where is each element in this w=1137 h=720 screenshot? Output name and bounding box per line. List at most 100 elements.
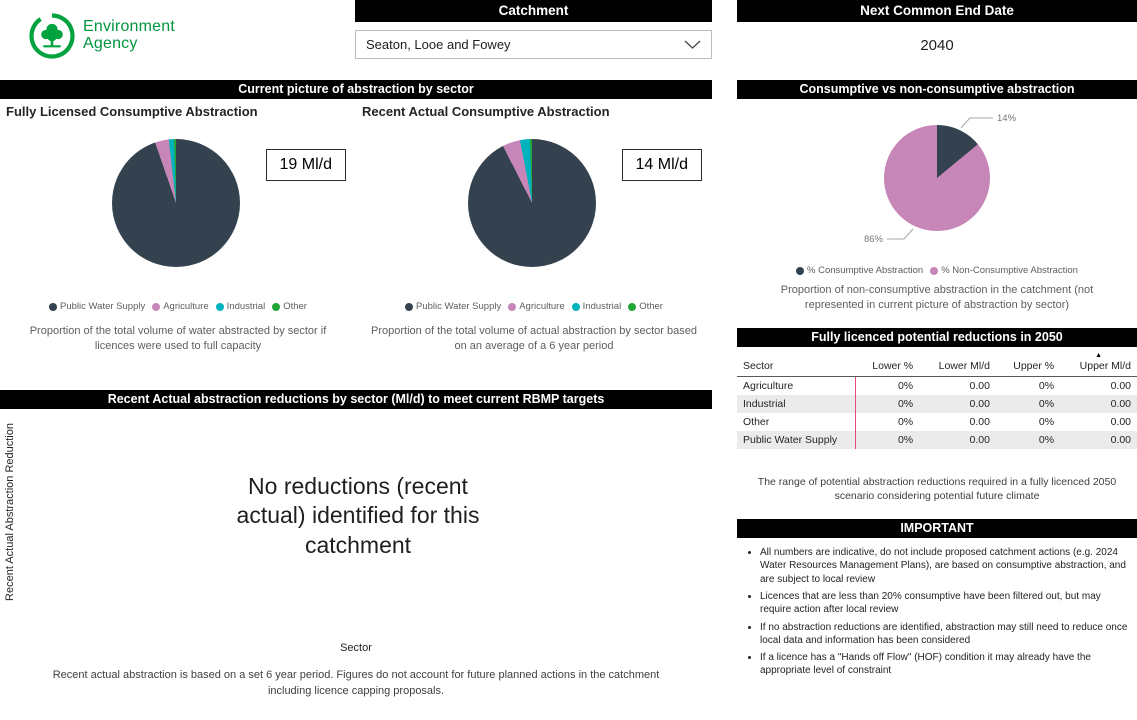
non-consumptive-pct-label: 86% (864, 234, 884, 245)
legend-label: Other (283, 301, 307, 312)
table-cell: 0.00 (969, 397, 990, 410)
table-cell: 0.00 (1110, 415, 1131, 428)
legend-item-public-water-supply[interactable]: Public Water Supply (405, 301, 501, 312)
sector-legend: Public Water Supply Agriculture Industri… (0, 301, 356, 312)
table-row-other: Other 0% 0.00 0% 0.00 (737, 412, 1137, 431)
table-cell: 0.00 (969, 415, 990, 428)
end-date-value: 2040 (920, 37, 954, 54)
legend-item-consumptive[interactable]: % Consumptive Abstraction (796, 265, 923, 276)
col-header-upper-mld[interactable]: ▲ Upper Ml/d (1060, 349, 1137, 377)
col-header-upper-pct[interactable]: Upper % (995, 349, 1061, 377)
reductions-table-caption: The range of potential abstraction reduc… (757, 475, 1117, 503)
pie-callout-labels: 14% 86% (864, 113, 1017, 245)
table-cell: 0.00 (1110, 397, 1131, 410)
col-header-lower-pct[interactable]: Lower % (855, 349, 920, 377)
legend-item-non-consumptive[interactable]: % Non-Consumptive Abstraction (930, 265, 1078, 276)
reductions-chart-section: Recent Actual abstraction reductions by … (0, 390, 712, 720)
consumptive-legend: % Consumptive Abstraction % Non-Consumpt… (737, 265, 1137, 276)
important-note: If no abstraction reductions are identif… (760, 621, 1133, 648)
table-cell: 0% (854, 412, 920, 431)
legend-dot (152, 302, 161, 311)
legend-dot (571, 302, 580, 311)
current-picture-title: Current picture of abstraction by sector (0, 80, 712, 99)
legend-item-public-water-supply[interactable]: Public Water Supply (49, 301, 145, 312)
consumptive-pie-chart[interactable] (884, 125, 990, 231)
legend-item-industrial[interactable]: Industrial (571, 301, 621, 312)
table-header-row: Sector Lower % Lower Ml/d Upper % ▲ Uppe… (737, 349, 1137, 377)
next-common-end-date-card: Next Common End Date 2040 (737, 0, 1137, 54)
legend-dot (930, 266, 939, 275)
chart-caption: Proportion of the total volume of water … (29, 325, 327, 352)
table-cell: Agriculture (743, 379, 794, 392)
fully-licensed-pie-chart[interactable] (112, 139, 240, 267)
legend-dot (508, 302, 517, 311)
table-cell: 0% (854, 394, 920, 413)
legend-dot (628, 302, 637, 311)
legend-item-other[interactable]: Other (272, 301, 307, 312)
catchment-header: Catchment (355, 0, 712, 22)
table-cell: 0.00 (1110, 379, 1131, 392)
table-cell: Other (743, 415, 770, 428)
legend-label: % Consumptive Abstraction (807, 265, 924, 276)
reductions-table: Sector Lower % Lower Ml/d Upper % ▲ Uppe… (737, 349, 1137, 449)
table-row-public-water-supply: Public Water Supply 0% 0.00 0% 0.00 (737, 430, 1137, 449)
col-header-sector[interactable]: Sector (737, 349, 855, 377)
important-note: All numbers are indicative, do not inclu… (760, 546, 1133, 586)
reductions-chart-caption: Recent actual abstraction is based on a … (52, 669, 660, 697)
table-cell: 0% (1038, 433, 1055, 446)
legend-item-other[interactable]: Other (628, 301, 663, 312)
reductions-table-title: Fully licenced potential reductions in 2… (737, 327, 1137, 347)
end-date-header: Next Common End Date (737, 0, 1137, 22)
important-title: IMPORTANT (737, 519, 1137, 539)
consumptive-split-title: Consumptive vs non-consumptive abstracti… (737, 80, 1137, 99)
legend-dot (405, 302, 414, 311)
legend-item-industrial[interactable]: Industrial (215, 301, 266, 312)
important-note: Licences that are less than 20% consumpt… (760, 590, 1133, 617)
chart-title: Recent Actual Consumptive Abstraction (362, 104, 610, 119)
logo-text-line1: Environment (83, 18, 176, 36)
no-reductions-message: No reductions (recent actual) identified… (236, 473, 480, 558)
chart-caption: Proportion of the total volume of actual… (371, 325, 697, 352)
table-cell: 0% (1038, 379, 1055, 392)
important-note: If a licence has a "Hands off Flow" (HOF… (760, 651, 1133, 678)
legend-dot (272, 302, 281, 311)
table-row-agriculture: Agriculture 0% 0.00 0% 0.00 (737, 376, 1137, 395)
table-cell: 0.00 (1110, 433, 1131, 446)
recent-actual-pie-chart[interactable] (468, 139, 596, 267)
table-cell: Industrial (743, 397, 786, 410)
consumptive-pct-label: 14% (997, 113, 1017, 124)
x-axis-label: Sector (340, 642, 372, 654)
legend-item-agriculture[interactable]: Agriculture (508, 301, 565, 312)
catchment-dropdown-value: Seaton, Looe and Fowey (366, 37, 511, 52)
catchment-dropdown[interactable]: Seaton, Looe and Fowey (355, 30, 712, 59)
total-value-box: 14 Ml/d (621, 149, 702, 181)
consumptive-split-caption: Proportion of non-consumptive abstractio… (780, 284, 1094, 311)
legend-label: Agriculture (519, 301, 565, 312)
tree-icon (41, 23, 63, 48)
legend-item-agriculture[interactable]: Agriculture (152, 301, 209, 312)
environment-agency-logo: Environment Agency (28, 12, 175, 60)
legend-dot (49, 302, 58, 311)
consumptive-split-chart: 14% 86% (737, 99, 1137, 265)
legend-label: % Non-Consumptive Abstraction (941, 265, 1078, 276)
legend-label: Public Water Supply (60, 301, 146, 312)
col-header-label: Upper Ml/d (1079, 359, 1131, 372)
legend-dot (215, 302, 224, 311)
environment-agency-logo-icon (29, 13, 75, 59)
col-header-lower-mld[interactable]: Lower Ml/d (919, 349, 996, 377)
total-value-box: 19 Ml/d (265, 149, 346, 181)
legend-label: Industrial (226, 301, 266, 312)
table-cell: 0.00 (969, 433, 990, 446)
important-notes: All numbers are indicative, do not inclu… (745, 546, 1133, 678)
table-cell: 0% (854, 376, 920, 395)
table-cell: 0% (1038, 397, 1055, 410)
table-cell: 0% (1038, 415, 1055, 428)
table-cell: 0% (854, 430, 920, 449)
recent-actual-chart: Recent Actual Consumptive Abstraction 14… (356, 99, 712, 354)
chart-title: Fully Licensed Consumptive Abstraction (6, 104, 258, 119)
chevron-down-icon[interactable] (684, 40, 701, 49)
logo-text-line2: Agency (83, 35, 138, 52)
y-axis-label: Recent Actual Abstraction Reduction (4, 423, 16, 601)
table-row-industrial: Industrial 0% 0.00 0% 0.00 (737, 394, 1137, 413)
